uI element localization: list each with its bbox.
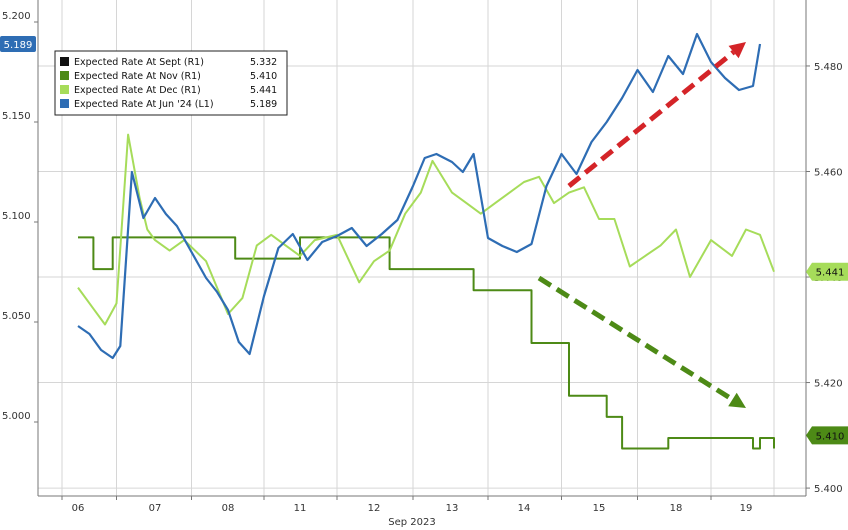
series-line-1	[77, 133, 775, 326]
legend-swatch	[60, 85, 69, 94]
legend: Expected Rate At Sept (R1) 5.332 Expected …	[54, 50, 288, 116]
right-tick-label: 5.420	[814, 379, 843, 390]
legend-label: Expected Rate At Dec (R1)	[74, 85, 201, 96]
x-tick-label: 12	[368, 503, 381, 514]
legend-swatch	[60, 57, 69, 66]
x-tick-label: 19	[740, 503, 753, 514]
x-tick-label: 18	[670, 503, 683, 514]
left-tick-label: 5.000	[2, 411, 31, 422]
left-value-badge	[0, 36, 36, 52]
x-tick-label: 13	[446, 503, 459, 514]
right-value-badge-text: 5.441	[816, 268, 845, 279]
legend-value: 5.189	[250, 99, 277, 110]
series-line-2	[77, 32, 762, 360]
legend-box	[54, 50, 288, 116]
legend-label: Expected Rate At Nov (R1)	[74, 71, 201, 82]
left-tick-label: 5.100	[2, 211, 31, 222]
trend-arrow-shaft-1	[537, 275, 734, 402]
trend-arrow-head-1	[728, 392, 746, 408]
x-tick-label: 15	[593, 503, 606, 514]
x-tick-label: 06	[72, 503, 85, 514]
legend-swatch	[60, 71, 69, 80]
trend-arrow-head-0	[728, 42, 746, 59]
trend-arrow-shaft-0	[567, 50, 736, 188]
left-tick-label: 5.150	[2, 111, 31, 122]
legend-swatch	[60, 99, 69, 108]
right-value-badge	[806, 426, 848, 445]
legend-label: Expected Rate At Sept (R1)	[74, 57, 204, 68]
legend-value: 5.410	[250, 71, 277, 82]
right-tick-label: 5.400	[814, 484, 843, 495]
left-value-badge-text: 5.189	[4, 40, 33, 51]
left-tick-label: 5.050	[2, 311, 31, 322]
series-layer	[77, 32, 775, 450]
right-value-badge	[806, 262, 848, 281]
annotation-layer	[537, 42, 746, 408]
legend-value: 5.332	[250, 57, 277, 68]
right-value-badge-text: 5.410	[816, 431, 845, 442]
series-line-0	[78, 236, 775, 450]
left-tick-label: 5.200	[2, 11, 31, 22]
x-axis-label: Sep 2023	[388, 517, 435, 528]
legend-value: 5.441	[250, 85, 277, 96]
x-tick-label: 08	[222, 503, 235, 514]
right-tick-label: 5.480	[814, 62, 843, 73]
axis-badges: 5.189 5.441 5.410	[0, 36, 848, 445]
x-tick-label: 07	[149, 503, 162, 514]
right-tick-label: 5.460	[814, 167, 843, 178]
x-tick-label: 14	[518, 503, 531, 514]
x-tick-label: 11	[294, 503, 307, 514]
legend-label: Expected Rate At Jun '24 (L1)	[74, 99, 214, 110]
